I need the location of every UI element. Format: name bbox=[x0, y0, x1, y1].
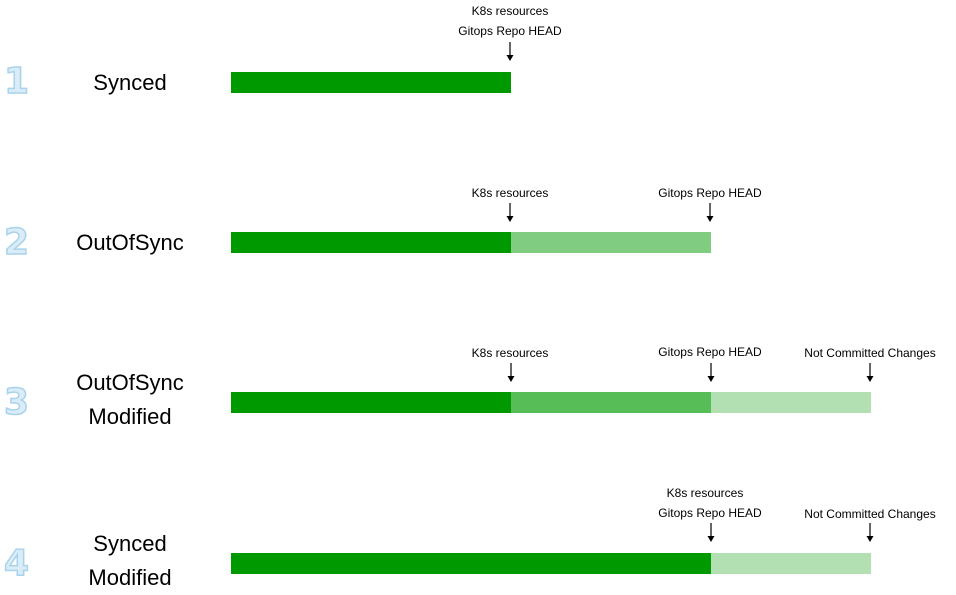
row-4-not-committed-label: Not Committed Changes bbox=[804, 507, 936, 521]
row-3-gitops-arrow-icon bbox=[707, 363, 715, 382]
row-1-number: 1 bbox=[3, 61, 30, 102]
row-2-state: OutOfSync bbox=[30, 226, 230, 260]
row-3-state-line2: Modified bbox=[88, 404, 172, 429]
row-3-bar-not-committed-segment bbox=[711, 392, 871, 413]
row-3-bar-gitops-segment bbox=[511, 392, 711, 413]
row-2-k8s-arrow-icon bbox=[506, 203, 514, 222]
row-1-k8s-label: K8s resources bbox=[471, 4, 549, 18]
row-2-gitops-label: Gitops Repo HEAD bbox=[658, 186, 762, 200]
row-3-number: 3 bbox=[3, 382, 30, 423]
row-4-bar-k8s-gitops-segment bbox=[231, 553, 711, 574]
row-3-state: OutOfSync Modified bbox=[30, 366, 230, 434]
row-3-gitops-label: Gitops Repo HEAD bbox=[658, 345, 762, 359]
row-3-not-committed-arrow-icon bbox=[866, 363, 874, 382]
row-3-state-line1: OutOfSync bbox=[76, 370, 184, 395]
row-3-not-committed-label: Not Committed Changes bbox=[804, 346, 936, 360]
row-2-state-line1: OutOfSync bbox=[76, 230, 184, 255]
row-4-state: Synced Modified bbox=[30, 527, 230, 595]
row-3-k8s-label: K8s resources bbox=[471, 346, 549, 360]
row-2-k8s-label: K8s resources bbox=[471, 186, 549, 200]
row-1-gitops-label: Gitops Repo HEAD bbox=[458, 24, 562, 38]
row-3-k8s-arrow-icon bbox=[507, 363, 515, 382]
row-2-bar-gitops-segment bbox=[511, 232, 711, 253]
row-4-k8s-label: K8s resources bbox=[666, 486, 744, 500]
row-4-gitops-label: Gitops Repo HEAD bbox=[658, 506, 762, 520]
row-1-state: Synced bbox=[30, 66, 230, 100]
row-2-gitops-arrow-icon bbox=[706, 203, 714, 222]
row-1-arrow-icon bbox=[506, 42, 514, 61]
row-2-number: 2 bbox=[3, 222, 30, 263]
row-3-bar-k8s-segment bbox=[231, 392, 511, 413]
row-1-state-line1: Synced bbox=[93, 70, 167, 95]
row-4-state-line2: Modified bbox=[88, 565, 172, 590]
row-1-bar-k8s-segment bbox=[231, 72, 511, 93]
row-4-number: 4 bbox=[3, 543, 30, 584]
row-2-bar-k8s-segment bbox=[231, 232, 511, 253]
row-4-gitops-arrow-icon bbox=[707, 523, 715, 542]
row-4-state-line1: Synced bbox=[93, 531, 167, 556]
row-4-bar-not-committed-segment bbox=[711, 553, 871, 574]
row-4-not-committed-arrow-icon bbox=[866, 523, 874, 542]
